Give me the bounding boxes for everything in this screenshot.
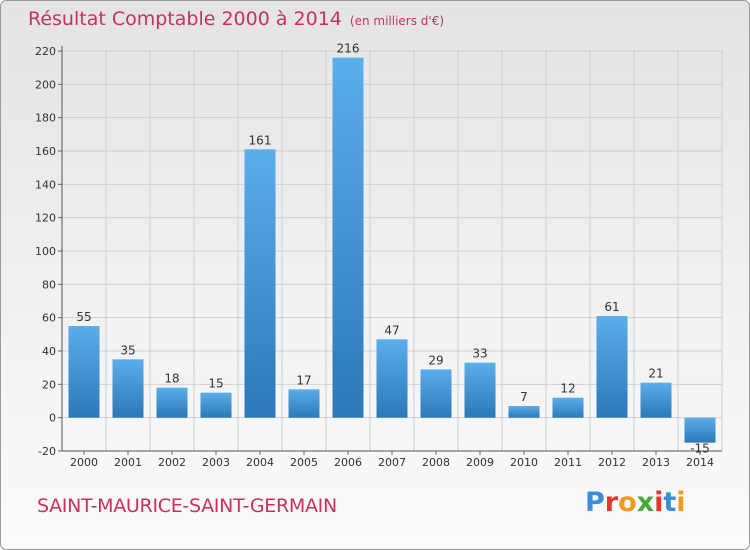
bar-2009 (464, 362, 496, 418)
y-tick-label: 80 (42, 278, 56, 291)
logo-letter: o (618, 487, 637, 518)
data-label: 7 (520, 390, 528, 404)
logo-letter: r (604, 487, 619, 518)
bar-2001 (112, 359, 144, 418)
data-label: 15 (208, 377, 223, 391)
logo-letter: t (663, 487, 677, 518)
y-tick-label: 60 (42, 312, 56, 325)
y-tick-label: 0 (49, 412, 56, 425)
data-label: 216 (337, 42, 360, 56)
data-label: 29 (428, 353, 443, 367)
bar-2014 (684, 417, 716, 443)
x-tick-label: 2002 (158, 456, 186, 469)
y-tick-label: 140 (35, 178, 56, 191)
x-tick-label: 2010 (510, 456, 538, 469)
data-label: 33 (472, 347, 487, 361)
bar-2003 (200, 392, 232, 418)
logo-letter: x (636, 487, 655, 518)
data-label: 35 (120, 343, 135, 357)
bar-2011 (552, 397, 584, 418)
x-tick-label: 2012 (598, 456, 626, 469)
y-tick-label: 20 (42, 378, 56, 391)
logo-letter: P (585, 487, 605, 518)
data-labels: 55 35 18 15 161 17 216 47 29 33 7 12 61 21 -15 (76, 42, 709, 456)
bar-2008 (420, 369, 452, 418)
y-tick-label: 120 (35, 212, 56, 225)
y-tick-label: 200 (35, 78, 56, 91)
bar-2006 (332, 57, 364, 418)
commune-name: SAINT-MAURICE-SAINT-GERMAIN (37, 495, 337, 517)
data-label: 61 (604, 300, 619, 314)
x-tick-label: 2005 (290, 456, 318, 469)
bar-2012 (596, 316, 628, 418)
data-label: -15 (690, 442, 710, 456)
data-label: 21 (648, 367, 663, 381)
data-label: 161 (249, 133, 272, 147)
bars (68, 57, 716, 443)
x-tick-label: 2000 (70, 456, 98, 469)
y-tick-label: 40 (42, 345, 56, 358)
chart-title-block: Résultat Comptable 2000 à 2014 (en millie… (28, 8, 444, 30)
data-label: 55 (76, 310, 91, 324)
x-tick-label: 2008 (422, 456, 450, 469)
axes: -20 0 20 40 60 80 100 120 140 160 180 200 220 2000 200… (35, 45, 722, 469)
y-tick-label: 160 (35, 145, 56, 158)
chart-title: Résultat Comptable 2000 à 2014 (28, 8, 342, 30)
chart-unit-label: (en milliers d'€) (349, 14, 445, 28)
data-label: 47 (384, 323, 399, 337)
bar-2013 (640, 382, 672, 418)
x-tick-label: 2001 (114, 456, 142, 469)
x-tick-label: 2011 (554, 456, 582, 469)
bar-2007 (376, 339, 408, 418)
y-tick-label: 100 (35, 245, 56, 258)
y-tick-label: 180 (35, 112, 56, 125)
bar-2005 (288, 389, 320, 418)
x-tick-label: 2013 (642, 456, 670, 469)
x-tick-label: 2003 (202, 456, 230, 469)
logo-letter: i (654, 487, 664, 518)
proxiti-logo: Proxiti (585, 487, 686, 518)
x-tick-label: 2014 (686, 456, 714, 469)
x-tick-label: 2006 (334, 456, 362, 469)
bar-2002 (156, 387, 188, 418)
bar-2000 (68, 326, 100, 418)
data-label: 18 (164, 372, 179, 386)
bar-2004 (244, 149, 276, 418)
x-tick-label: 2004 (246, 456, 274, 469)
y-tick-label: 220 (35, 45, 56, 58)
x-tick-label: 2009 (466, 456, 494, 469)
data-label: 17 (296, 373, 311, 387)
bar-2010 (508, 406, 540, 418)
y-tick-label: -20 (38, 445, 56, 458)
logo-letter: i (676, 487, 686, 518)
data-label: 12 (560, 382, 575, 396)
x-tick-label: 2007 (378, 456, 406, 469)
